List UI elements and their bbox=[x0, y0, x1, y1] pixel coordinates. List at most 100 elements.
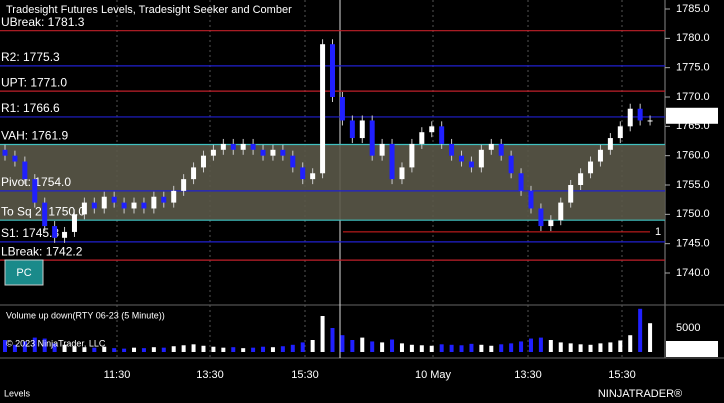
volume-bar bbox=[92, 347, 97, 352]
volume-bar bbox=[330, 328, 335, 352]
candle bbox=[568, 185, 574, 203]
candle bbox=[588, 161, 594, 174]
volume-bar bbox=[499, 344, 504, 352]
volume-bar bbox=[390, 339, 395, 352]
candle bbox=[498, 143, 504, 156]
candle bbox=[459, 155, 465, 162]
candle bbox=[449, 143, 455, 156]
candle bbox=[181, 179, 187, 191]
volume-bar bbox=[618, 340, 623, 352]
volume-bar bbox=[171, 346, 176, 352]
volume-bar bbox=[360, 337, 365, 352]
candle bbox=[141, 202, 147, 209]
candle bbox=[617, 126, 623, 139]
candle bbox=[409, 143, 415, 168]
candle bbox=[508, 155, 514, 174]
candle bbox=[538, 208, 544, 227]
x-tick-label: 11:30 bbox=[104, 369, 131, 381]
candle bbox=[349, 120, 355, 139]
candle bbox=[597, 149, 603, 162]
volume-bar bbox=[439, 344, 444, 352]
candle bbox=[419, 132, 425, 144]
volume-bar bbox=[261, 346, 266, 352]
candle bbox=[91, 202, 97, 209]
volume-bar bbox=[132, 347, 137, 352]
candle bbox=[250, 143, 256, 150]
candle bbox=[488, 143, 494, 150]
candle bbox=[647, 120, 653, 122]
x-tick-label: 13:30 bbox=[514, 369, 542, 381]
candle bbox=[330, 44, 335, 97]
volume-bar bbox=[290, 344, 295, 352]
candle bbox=[220, 143, 226, 150]
volume-bar bbox=[449, 344, 454, 352]
candle bbox=[230, 143, 236, 150]
candle bbox=[240, 143, 246, 150]
level-label: LBreak: 1742.2 bbox=[1, 244, 83, 258]
volume-bar bbox=[280, 346, 285, 352]
volume-bar bbox=[12, 344, 17, 352]
candle bbox=[389, 143, 395, 180]
volume-bar bbox=[469, 343, 474, 352]
volume-bar bbox=[151, 347, 156, 352]
candle bbox=[399, 167, 405, 180]
level-label: R2: 1775.3 bbox=[1, 50, 60, 64]
candle bbox=[578, 173, 584, 185]
candle bbox=[191, 167, 197, 180]
candle bbox=[607, 138, 613, 150]
volume-bar bbox=[538, 337, 543, 352]
candle bbox=[32, 179, 38, 203]
volume-bar bbox=[201, 345, 206, 352]
candle bbox=[468, 161, 474, 168]
level-label: UBreak: 1781.3 bbox=[1, 15, 85, 29]
volume-bar bbox=[370, 341, 375, 352]
volume-bar bbox=[489, 345, 494, 352]
volume-bar bbox=[578, 344, 583, 352]
value-area bbox=[0, 144, 665, 221]
candle bbox=[161, 196, 167, 203]
candle bbox=[300, 167, 306, 180]
volume-bar bbox=[3, 340, 7, 352]
y-tick-label: 1745.0 bbox=[676, 238, 710, 250]
candle bbox=[320, 44, 326, 174]
candle bbox=[131, 202, 137, 209]
volume-bar bbox=[42, 338, 47, 352]
candle bbox=[121, 202, 127, 209]
candle bbox=[637, 108, 643, 121]
volume-bar bbox=[191, 344, 196, 352]
candle bbox=[71, 214, 77, 232]
chart-title: Tradesight Futures Levels, Tradesight Se… bbox=[6, 4, 292, 16]
volume-bar bbox=[241, 348, 246, 352]
candle bbox=[548, 220, 554, 227]
volume-bar bbox=[568, 343, 573, 352]
volume-bar bbox=[380, 342, 385, 352]
candle bbox=[379, 143, 385, 156]
pc-button[interactable] bbox=[4, 259, 44, 286]
volume-bar bbox=[628, 335, 633, 352]
copyright: © 2023 NinjaTrader, LLC bbox=[6, 338, 106, 348]
x-tick-label: 15:30 bbox=[291, 369, 319, 381]
volume-bar bbox=[638, 308, 643, 352]
volume-bar bbox=[588, 344, 593, 352]
candle bbox=[528, 190, 534, 209]
candle bbox=[369, 120, 375, 156]
candle bbox=[270, 149, 276, 156]
volume-bar bbox=[648, 323, 653, 352]
y-tick-label: 1755.0 bbox=[676, 179, 710, 191]
volume-bar bbox=[112, 348, 117, 352]
y-tick-label: 1750.0 bbox=[676, 208, 710, 220]
volume-bar bbox=[22, 341, 27, 352]
volume-bar bbox=[558, 342, 563, 352]
volume-bar bbox=[32, 337, 37, 352]
pc-button-label[interactable]: PC bbox=[16, 267, 31, 279]
axes: 1785.01780.01775.01770.01765.01760.01755… bbox=[104, 3, 718, 381]
volume-bar bbox=[509, 343, 514, 352]
candle bbox=[22, 161, 28, 180]
volume-bar bbox=[231, 347, 236, 352]
logo: NINJATRADER® bbox=[598, 388, 682, 400]
last-price-box bbox=[666, 107, 718, 124]
volume-bar bbox=[429, 345, 434, 352]
tab-label[interactable]: Levels bbox=[4, 388, 31, 398]
candle bbox=[200, 155, 206, 168]
